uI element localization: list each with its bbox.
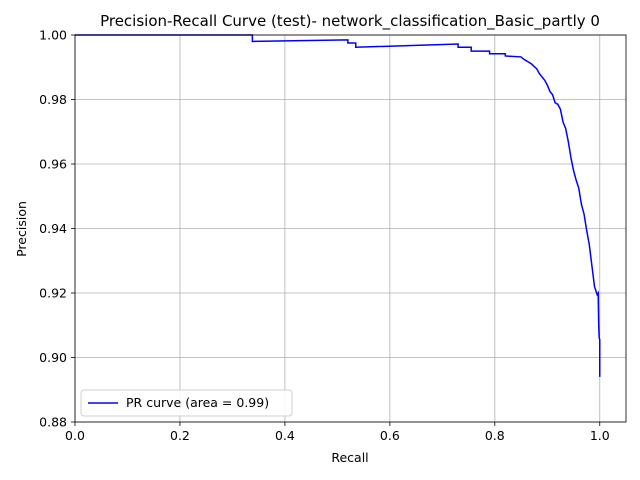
x-tick-label: 0.0 <box>65 428 85 443</box>
x-axis: 0.0 0.2 0.4 0.6 0.8 1.0 <box>65 422 610 443</box>
x-tick-label: 0.8 <box>485 428 505 443</box>
y-axis-label: Precision <box>14 201 29 257</box>
grid-lines <box>74 34 626 423</box>
y-axis: 0.88 0.90 0.92 0.94 0.96 0.98 1.00 <box>39 28 75 430</box>
x-tick-label: 0.4 <box>275 428 295 443</box>
y-tick-label: 0.96 <box>39 157 67 172</box>
x-axis-label: Recall <box>331 450 368 465</box>
pr-curve-line <box>75 34 601 377</box>
x-tick-label: 1.0 <box>590 428 610 443</box>
chart-title: Precision-Recall Curve (test)- network_c… <box>100 12 600 31</box>
y-tick-label: 0.88 <box>39 415 67 430</box>
x-tick-label: 0.6 <box>380 428 400 443</box>
x-tick-label: 0.2 <box>170 428 190 443</box>
plot-frame <box>74 34 627 423</box>
legend: PR curve (area = 0.99) <box>80 389 293 417</box>
y-tick-label: 0.92 <box>39 286 67 301</box>
y-tick-label: 0.94 <box>39 221 67 236</box>
legend-entry-label: PR curve (area = 0.99) <box>126 395 269 410</box>
y-tick-label: 0.98 <box>39 92 67 107</box>
y-tick-label: 0.90 <box>39 350 67 365</box>
y-tick-label: 1.00 <box>39 28 67 43</box>
legend-box <box>80 389 293 417</box>
